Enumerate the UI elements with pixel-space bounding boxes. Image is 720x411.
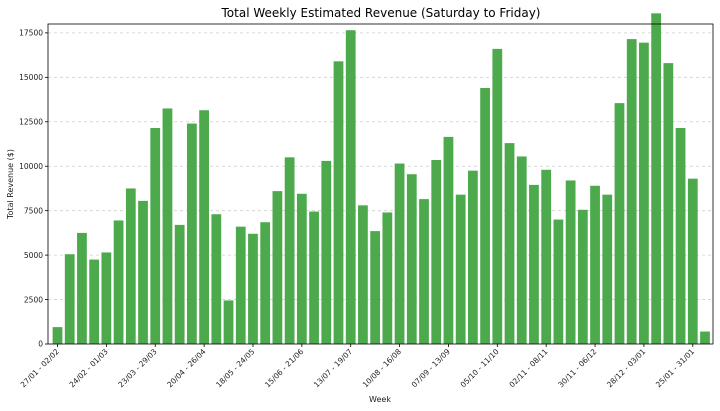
- bar: [590, 185, 600, 344]
- bar: [516, 156, 527, 344]
- bar: [64, 254, 75, 344]
- bar: [272, 191, 283, 344]
- x-tick-label: 28/12 - 03/01: [605, 347, 647, 389]
- x-tick-label: 18/05 - 24/05: [214, 347, 256, 389]
- bar: [467, 170, 478, 344]
- bar: [382, 212, 393, 344]
- x-tick-label: 05/10 - 11/10: [459, 347, 501, 389]
- plot-frame: [47, 23, 714, 345]
- bar: [541, 169, 552, 344]
- x-tick-label: 23/03 - 29/03: [116, 347, 158, 389]
- bar: [150, 128, 161, 344]
- bar: [113, 220, 124, 344]
- bar: [419, 199, 429, 344]
- bar: [309, 211, 319, 344]
- bar: [199, 110, 209, 344]
- bar: [639, 42, 649, 345]
- bar: [663, 63, 674, 344]
- y-axis-ticks: 0 2500 5000 7500 10000 12500 15000 17500: [19, 29, 48, 349]
- bars: [52, 13, 710, 345]
- chart-title: Total Weekly Estimated Revenue (Saturday…: [221, 6, 541, 20]
- bar: [370, 231, 381, 344]
- y-axis-label: Total Revenue ($): [6, 149, 15, 220]
- bar: [443, 136, 454, 344]
- bar: [675, 128, 686, 344]
- bar: [101, 252, 112, 344]
- y-tick-label: 10000: [19, 162, 43, 171]
- bar: [700, 331, 710, 344]
- bar: [296, 193, 307, 344]
- x-tick-label: 24/02 - 01/03: [68, 347, 110, 389]
- bar: [431, 160, 442, 344]
- bar: [614, 103, 625, 344]
- bar: [248, 233, 258, 344]
- bar: [406, 174, 417, 344]
- bar: [626, 39, 637, 344]
- x-tick-label: 30/11 - 06/12: [556, 347, 598, 389]
- x-tick-label: 27/01 - 02/02: [19, 347, 61, 389]
- bar: [480, 88, 490, 344]
- bar: [235, 226, 246, 344]
- bar: [162, 108, 173, 344]
- bar: [529, 184, 539, 344]
- bar: [345, 30, 356, 344]
- bar: [602, 194, 613, 344]
- bar: [125, 188, 136, 344]
- bar: [284, 157, 295, 344]
- x-tick-label: 13/07 - 19/07: [312, 347, 354, 389]
- bar: [333, 61, 344, 344]
- bar: [455, 194, 466, 344]
- y-tick-label: 17500: [19, 29, 43, 38]
- x-axis-label: Week: [369, 395, 391, 404]
- bar: [492, 48, 503, 345]
- x-tick-label: 07/09 - 13/09: [410, 347, 452, 389]
- bar: [52, 327, 63, 344]
- bar: [565, 180, 576, 344]
- bar: [77, 232, 87, 344]
- bar: [89, 259, 100, 344]
- bar: [187, 123, 197, 344]
- bar: [260, 222, 271, 344]
- bar: [138, 200, 148, 344]
- bar: [211, 214, 222, 344]
- x-tick-label: 02/11 - 08/11: [507, 347, 549, 389]
- x-tick-label: 15/06 - 21/06: [263, 347, 305, 389]
- x-tick-label: 10/08 - 16/08: [361, 347, 403, 389]
- bar: [504, 143, 515, 344]
- y-tick-label: 5000: [24, 251, 43, 260]
- bar: [174, 224, 185, 344]
- bar: [321, 160, 332, 344]
- x-tick-label: 20/04 - 26/04: [165, 347, 207, 389]
- bar: [394, 163, 405, 344]
- bar: [223, 300, 234, 344]
- bar: [687, 178, 698, 344]
- bar: [577, 209, 588, 344]
- y-tick-label: 15000: [19, 73, 43, 82]
- bar: [358, 205, 368, 344]
- y-tick-label: 7500: [24, 206, 43, 215]
- bar: [651, 13, 662, 344]
- x-tick-label: 25/01 - 31/01: [654, 347, 696, 389]
- bar: [553, 219, 564, 344]
- x-axis-ticks: 27/01 - 02/02 24/02 - 01/03 23/03 - 29/03 2…: [19, 344, 696, 389]
- y-tick-label: 2500: [24, 295, 43, 304]
- y-tick-label: 0: [38, 340, 43, 349]
- y-tick-label: 12500: [19, 117, 43, 126]
